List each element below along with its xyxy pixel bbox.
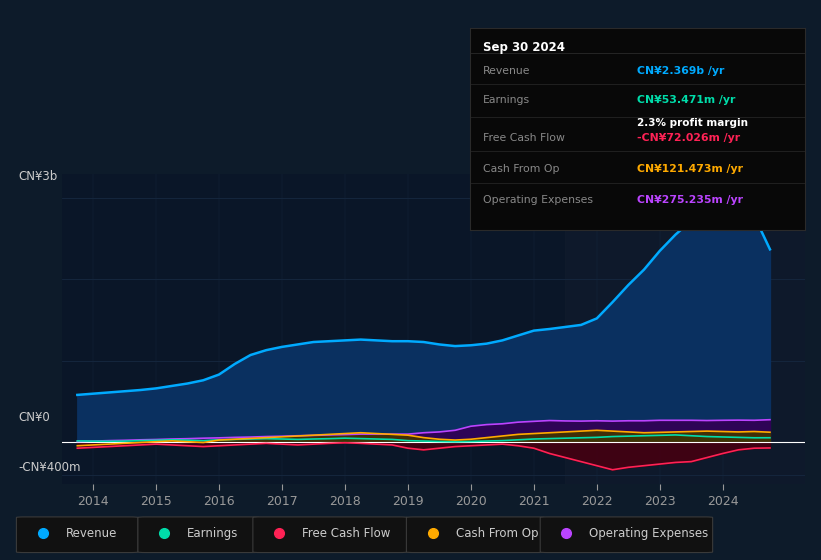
- FancyBboxPatch shape: [540, 517, 713, 553]
- Text: Revenue: Revenue: [66, 527, 117, 540]
- FancyBboxPatch shape: [138, 517, 259, 553]
- Text: Free Cash Flow: Free Cash Flow: [302, 527, 391, 540]
- Text: Earnings: Earnings: [187, 527, 239, 540]
- Text: Operating Expenses: Operating Expenses: [589, 527, 709, 540]
- Text: -CN¥400m: -CN¥400m: [18, 461, 80, 474]
- Text: CN¥53.471m /yr: CN¥53.471m /yr: [637, 95, 736, 105]
- Text: Earnings: Earnings: [483, 95, 530, 105]
- Text: CN¥121.473m /yr: CN¥121.473m /yr: [637, 164, 743, 174]
- Text: -CN¥72.026m /yr: -CN¥72.026m /yr: [637, 133, 741, 143]
- FancyBboxPatch shape: [16, 517, 138, 553]
- Text: CN¥275.235m /yr: CN¥275.235m /yr: [637, 195, 743, 206]
- Text: 2.3% profit margin: 2.3% profit margin: [637, 118, 748, 128]
- Text: Operating Expenses: Operating Expenses: [483, 195, 593, 206]
- Text: Sep 30 2024: Sep 30 2024: [483, 41, 565, 54]
- Text: Cash From Op: Cash From Op: [483, 164, 559, 174]
- Bar: [566, 174, 805, 484]
- FancyBboxPatch shape: [253, 517, 407, 553]
- Text: Revenue: Revenue: [483, 66, 530, 76]
- Text: CN¥2.369b /yr: CN¥2.369b /yr: [637, 66, 724, 76]
- Text: Free Cash Flow: Free Cash Flow: [483, 133, 565, 143]
- FancyBboxPatch shape: [406, 517, 544, 553]
- Text: CN¥3b: CN¥3b: [18, 170, 57, 183]
- Text: Cash From Op: Cash From Op: [456, 527, 538, 540]
- Text: CN¥0: CN¥0: [18, 410, 50, 424]
